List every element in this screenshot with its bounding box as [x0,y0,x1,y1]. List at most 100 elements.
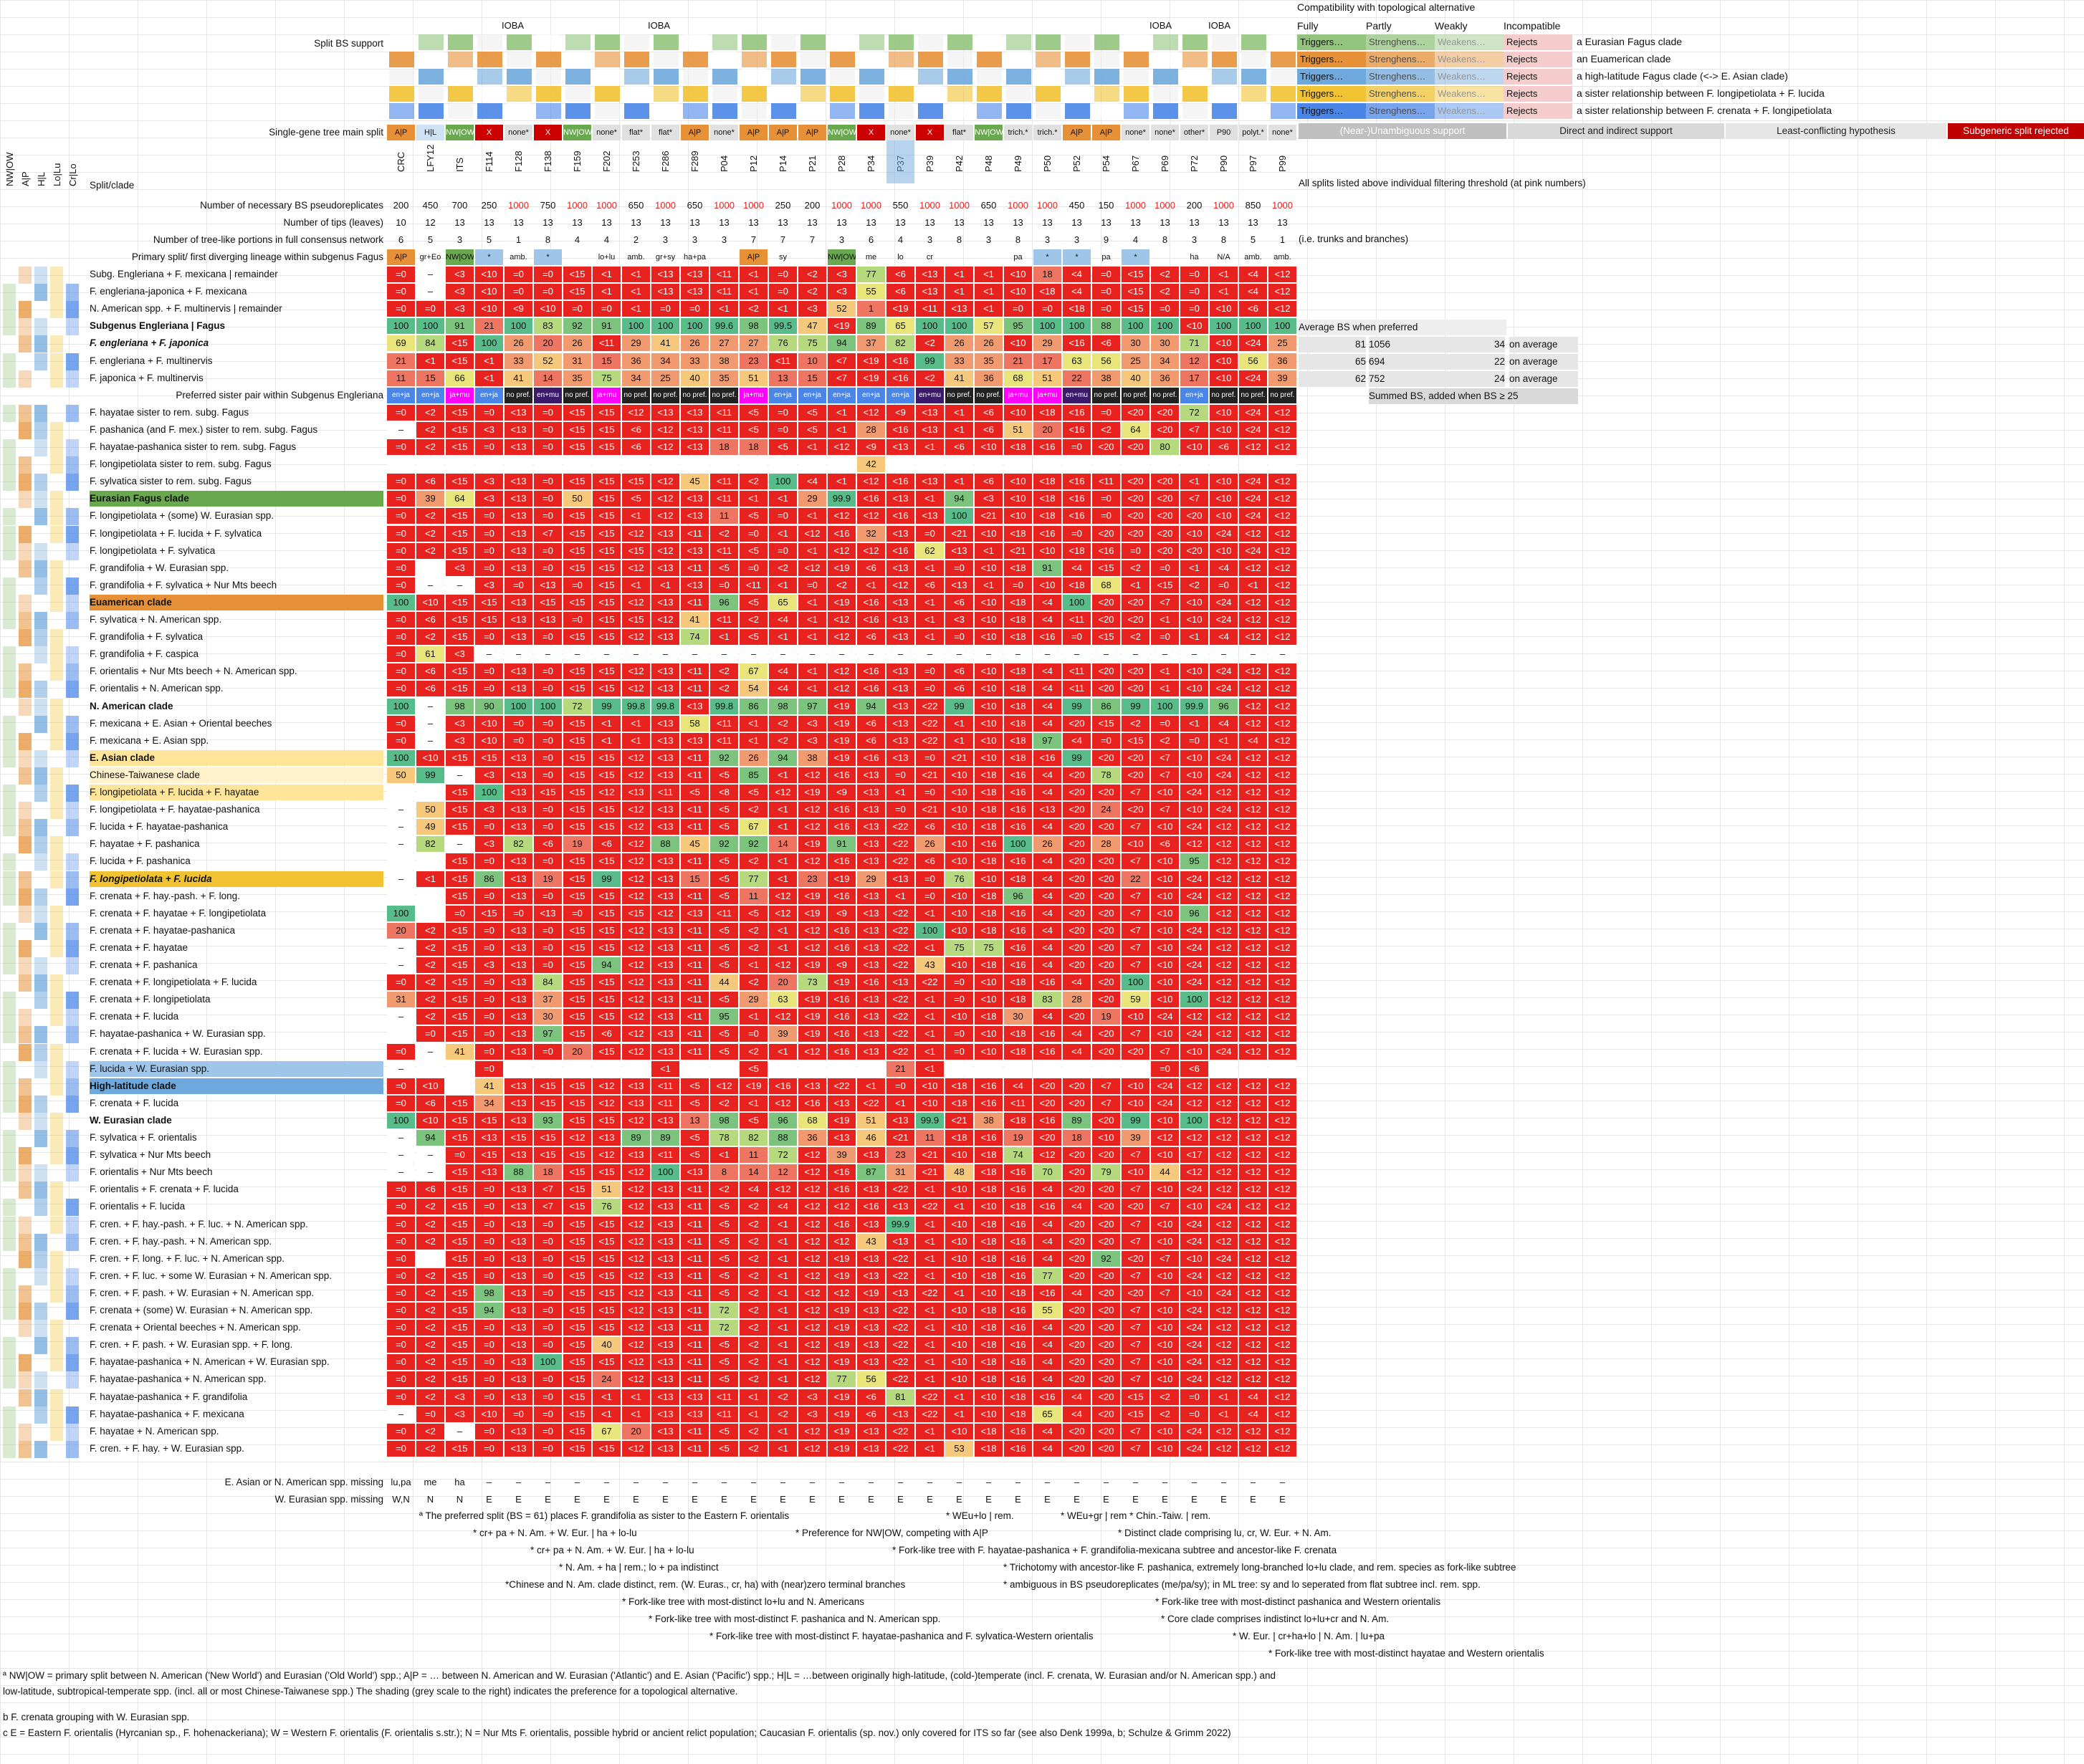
grid-cell: <7 [1151,1199,1179,1215]
grid-cell: <12 [1210,1354,1238,1371]
split-support-cell [448,52,473,67]
grid-cell: 99 [1063,749,1091,766]
grid-cell: 77 [740,871,768,887]
main-split-cell: NW|OW [828,125,856,140]
grid-cell: <18 [1063,542,1091,559]
grid-cell: <12 [1180,1164,1208,1181]
meta-cell: 1000 [1151,198,1179,214]
grid-cell: 100 [945,508,973,524]
grid-cell: <15 [593,1233,621,1250]
avg-note: on average [1509,354,1578,370]
grid-cell: <20 [1180,508,1208,524]
indicator-stripe [50,1320,63,1338]
grid-cell: <1 [769,491,797,507]
grid-cell: <1 [769,1337,797,1353]
grid-cell: =0 [475,1060,503,1077]
grid-cell: 100 [622,318,650,335]
grid-cell: <15 [622,474,650,490]
grid-cell: <12 [563,1130,591,1146]
grid-cell: <15 [1092,560,1120,576]
grid-cell: <10 [1122,836,1149,853]
grid-cell: <11 [651,1147,679,1164]
grid-cell: <13 [886,439,914,455]
split-support-cell [771,86,796,102]
sister-cell: en+mu [534,387,562,403]
grid-cell: <15 [446,353,474,369]
split-support-cell [419,34,444,50]
grid-cell: <1 [475,353,503,369]
grid-cell: <22 [886,957,914,973]
grid-cell [945,1060,973,1077]
grid-cell: <12 [593,1078,621,1094]
grid-cell: <11 [710,715,738,732]
grid-cell: 89 [1063,1112,1091,1128]
grid-cell: 20 [769,974,797,991]
grid-cell: =0 [505,1406,532,1422]
grid-cell: 21 [475,318,503,335]
indicator-stripe [50,1423,63,1441]
grid-cell [475,456,503,473]
grid-cell: 84 [416,335,444,352]
grid-cell: <5 [710,853,738,870]
grid-cell: <18 [1033,404,1061,421]
grid-cell: <19 [798,992,826,1008]
split-support-cell [1153,34,1178,50]
grid-cell: 94 [475,1303,503,1318]
grid-cell: <10 [475,267,503,282]
grid-cell: <2 [416,1233,444,1250]
grid-cell: <5 [710,1371,738,1388]
main-split-cell: none* [886,125,914,140]
grid-cell: <15 [563,1199,591,1215]
indicator-stripe [50,1337,63,1355]
split-support-cell [889,69,914,85]
grid-cell: <20 [1092,1320,1120,1336]
grid-cell: <10 [945,905,973,921]
indicator-stripe [19,1112,32,1130]
grid-cell: <1 [769,1267,797,1284]
split-support-cell [565,86,591,102]
grid-cell: <12 [828,1285,856,1301]
grid-cell: <18 [975,1009,1003,1025]
grid-cell [710,456,738,473]
grid-cell [681,1060,709,1077]
grid-cell: – [798,646,826,663]
grid-cell: <13 [505,1337,532,1353]
grid-cell: <10 [945,888,973,904]
grid-cell: <1 [945,1199,973,1215]
grid-cell: 75 [945,939,973,956]
indicator-stripe [3,1371,16,1389]
grid-cell: <20 [1092,871,1120,887]
grid-cell: <16 [886,421,914,438]
grid-cell: 36 [1268,353,1296,369]
grid-cell: <24 [1180,1216,1208,1232]
grid-cell: <13 [916,421,944,438]
grid-cell: <7 [1122,1320,1149,1336]
grid-cell: 91 [1033,560,1061,576]
grid-cell: <16 [1063,404,1091,421]
grid-cell: <24 [1180,939,1208,956]
grid-cell: <13 [475,1130,503,1146]
grid-cell: <15 [563,284,591,300]
grid-cell: =0 [475,819,503,835]
grid-cell: <15 [446,1267,474,1284]
grid-cell: <13 [916,267,944,282]
grid-cell: <10 [975,629,1003,646]
grid-cell: <15 [534,594,562,610]
grid-cell: <11 [681,525,709,542]
grid-cell: <22 [916,732,944,749]
grid-cell: <22 [886,853,914,870]
grid-cell: 100 [475,785,503,800]
grid-cell: <12 [1239,1303,1267,1318]
grid-cell: 100 [1122,974,1149,991]
main-split-cell: A|P [798,125,826,140]
sister-cell: no pref. [651,387,679,403]
grid-cell: <15 [563,1009,591,1025]
grid-cell: <2 [416,1267,444,1284]
grid-cell: <12 [1268,267,1296,282]
grid-cell: <19 [828,732,856,749]
grid-cell: <1 [916,491,944,507]
grid-cell: <20 [1122,1043,1149,1060]
grid-cell: <13 [505,525,532,542]
grid-cell: <1 [622,732,650,749]
grid-cell: – [387,1009,415,1025]
